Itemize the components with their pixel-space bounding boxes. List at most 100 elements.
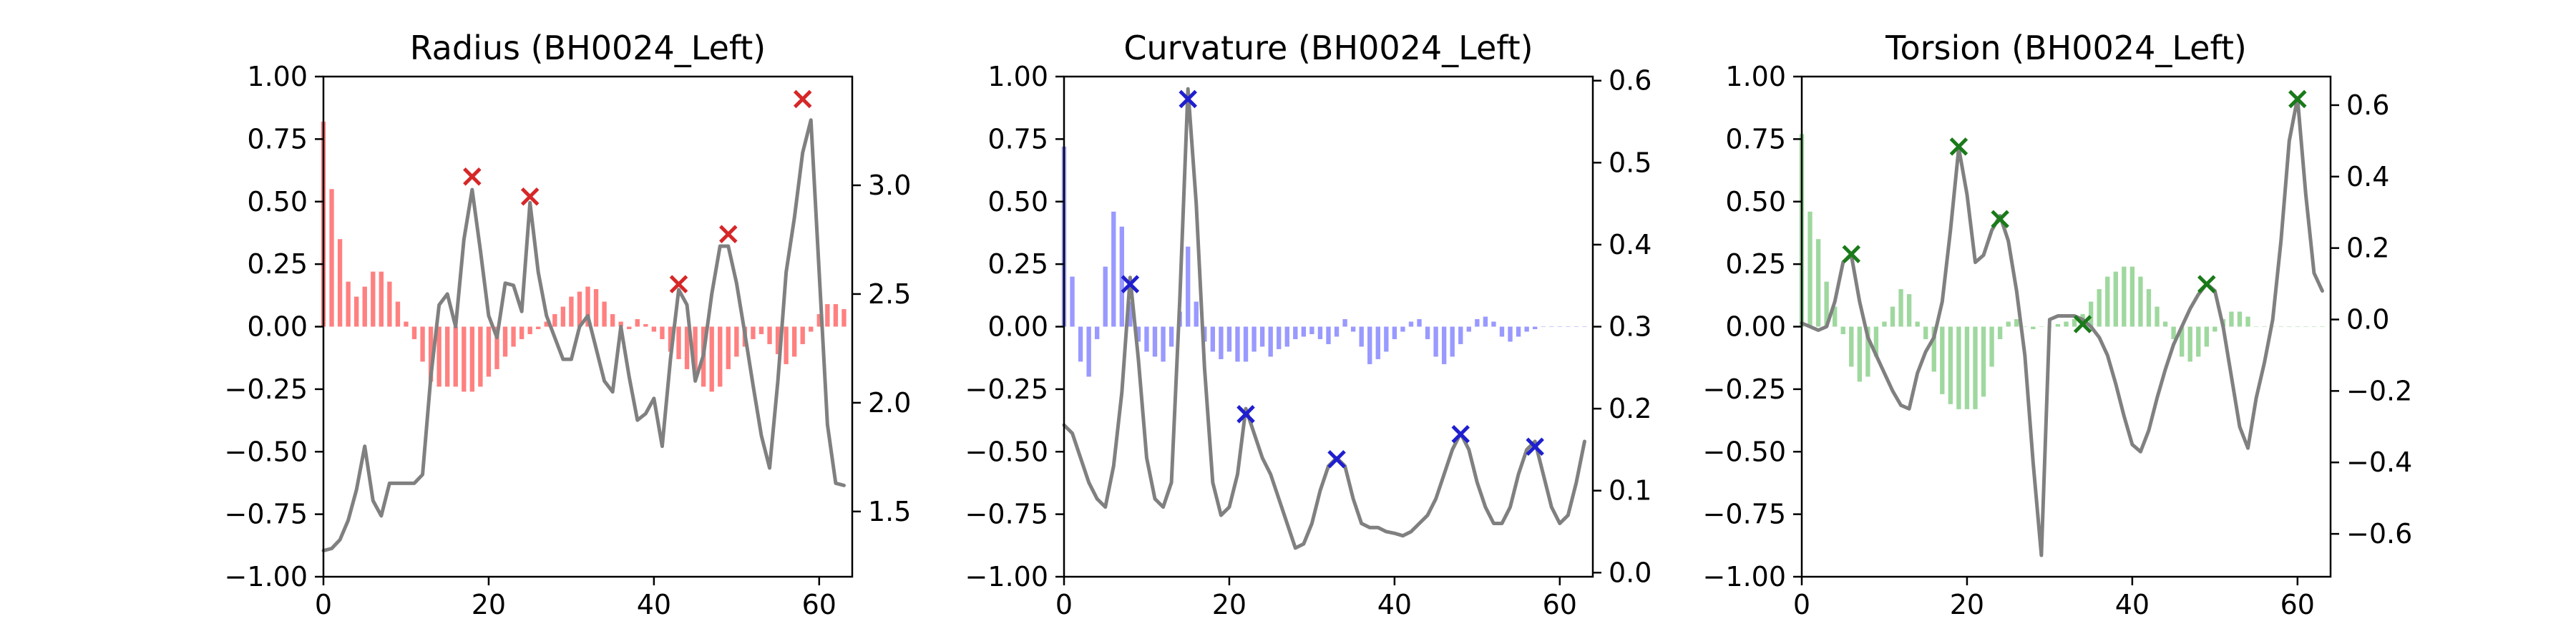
radius-bar — [379, 271, 384, 327]
torsion-y2-tick-label: 0.6 — [2346, 89, 2389, 121]
torsion-bar — [1964, 326, 1970, 409]
curvature-bar — [1475, 319, 1480, 327]
curvature-bar — [1301, 326, 1307, 337]
torsion-bar — [2055, 324, 2061, 327]
torsion-bar — [1840, 326, 1845, 334]
curvature-bar — [1128, 301, 1133, 327]
torsion-peak-marker — [2073, 315, 2092, 333]
radius-bar — [693, 326, 698, 377]
curvature-bar — [1119, 226, 1124, 327]
radius-bar — [767, 326, 772, 344]
curvature-bar — [1317, 326, 1323, 339]
torsion-bar — [2129, 266, 2135, 327]
radius-title: Radius (BH0024_Left) — [410, 29, 766, 67]
radius-bar — [354, 296, 359, 327]
radius-bar — [618, 321, 623, 327]
curvature-bar — [1557, 326, 1562, 327]
torsion-bar — [1997, 326, 2003, 339]
curvature-y2-tick-label: 0.1 — [1609, 475, 1652, 507]
radius-bar — [660, 326, 665, 339]
curvature-y-tick-label: 0.50 — [987, 186, 1048, 218]
torsion-y-tick-label: 1.00 — [1725, 61, 1786, 92]
radius-bar — [635, 319, 640, 327]
radius-y2-tick-label: 3.0 — [868, 170, 911, 201]
radius-bar — [569, 296, 574, 327]
curvature-bar — [1326, 326, 1331, 344]
radius-bar — [337, 239, 343, 327]
curvature-bar — [1392, 326, 1397, 339]
torsion-peak-marker-stroke — [2197, 275, 2216, 293]
torsion-bar — [1865, 326, 1870, 377]
curvature-bar — [1095, 326, 1100, 339]
radius-bar — [627, 326, 632, 329]
torsion-bar — [1923, 326, 1928, 339]
curvature-y2-tick-label: 0.5 — [1609, 147, 1652, 178]
radius-bar — [486, 326, 492, 377]
radius-bar — [602, 301, 607, 327]
torsion-bar — [2245, 316, 2250, 327]
curvature-bar — [1259, 326, 1265, 347]
torsion-bar — [2262, 326, 2267, 327]
torsion-y-tick-label: −0.75 — [1703, 499, 1786, 530]
curvature-x-tick-label: 60 — [1543, 589, 1577, 620]
torsion-bar — [2146, 289, 2152, 327]
radius-peak-marker — [793, 89, 812, 109]
radius-bar — [536, 326, 541, 329]
curvature-peak-marker-stroke — [1451, 425, 1470, 444]
torsion-bar — [1873, 326, 1879, 357]
curvature-bar — [1144, 326, 1149, 352]
torsion-y-tick-label: 0.75 — [1725, 123, 1786, 155]
torsion-bar — [2113, 271, 2118, 327]
torsion-peak-marker — [2288, 89, 2307, 109]
torsion-y2-tick-label: −0.2 — [2346, 375, 2412, 406]
torsion-peak-marker-stroke — [1991, 210, 2009, 228]
curvature-bar — [1152, 326, 1158, 357]
torsion-bar — [1989, 326, 1994, 367]
curvature-peak-marker — [1121, 275, 1140, 293]
torsion-bar — [1981, 326, 1986, 397]
curvature-bar — [1425, 326, 1430, 339]
curvature-peak-marker-stroke — [1236, 405, 1255, 424]
torsion-bar — [1956, 326, 1961, 409]
torsion-peak-marker — [1991, 210, 2009, 228]
torsion-bar — [2072, 319, 2077, 327]
torsion-bar — [2303, 326, 2308, 327]
torsion-bar — [2187, 326, 2192, 362]
curvature-y-tick-label: 0.75 — [987, 123, 1048, 155]
torsion-bar — [2022, 326, 2027, 327]
radius-y-tick-label: 1.00 — [247, 61, 308, 92]
curvature-y-tick-label: −1.00 — [965, 561, 1048, 592]
radius-peak-marker-stroke — [793, 89, 812, 109]
curvature-bar — [1433, 326, 1438, 357]
curvature-peak-marker — [1236, 405, 1255, 424]
radius-bar — [494, 326, 499, 369]
curvature-bar — [1384, 326, 1389, 352]
curvature-peak-marker — [1526, 437, 1544, 457]
radius-bar — [527, 326, 532, 334]
curvature-bar — [1111, 211, 1116, 327]
radius-x-tick-label: 20 — [472, 589, 506, 620]
radius-peak-marker — [719, 225, 738, 243]
torsion-x-tick-label: 60 — [2280, 589, 2315, 620]
curvature-bar — [1284, 326, 1289, 347]
radius-bar — [362, 286, 367, 327]
curvature-bar — [1499, 326, 1505, 337]
torsion-bar — [2253, 326, 2259, 327]
radius-bar — [593, 289, 599, 327]
torsion-bar — [1833, 306, 1838, 327]
radius-bar — [395, 301, 401, 327]
torsion-y-tick-label: −0.25 — [1703, 374, 1786, 405]
torsion-y2-tick-label: 0.2 — [2346, 233, 2389, 264]
torsion-peak-marker — [1842, 245, 1861, 263]
curvature-bar — [1210, 326, 1216, 352]
torsion-peak-marker-stroke — [1949, 137, 1968, 156]
curvature-bar — [1334, 326, 1340, 337]
radius-bar — [371, 271, 376, 327]
curvature-bar — [1268, 326, 1273, 357]
curvature-bar — [1226, 326, 1232, 352]
curvature-y2-tick-label: 0.0 — [1609, 557, 1652, 588]
radius-bar — [668, 326, 673, 352]
radius-peak-marker — [520, 187, 540, 206]
torsion-bar — [1849, 326, 1854, 367]
